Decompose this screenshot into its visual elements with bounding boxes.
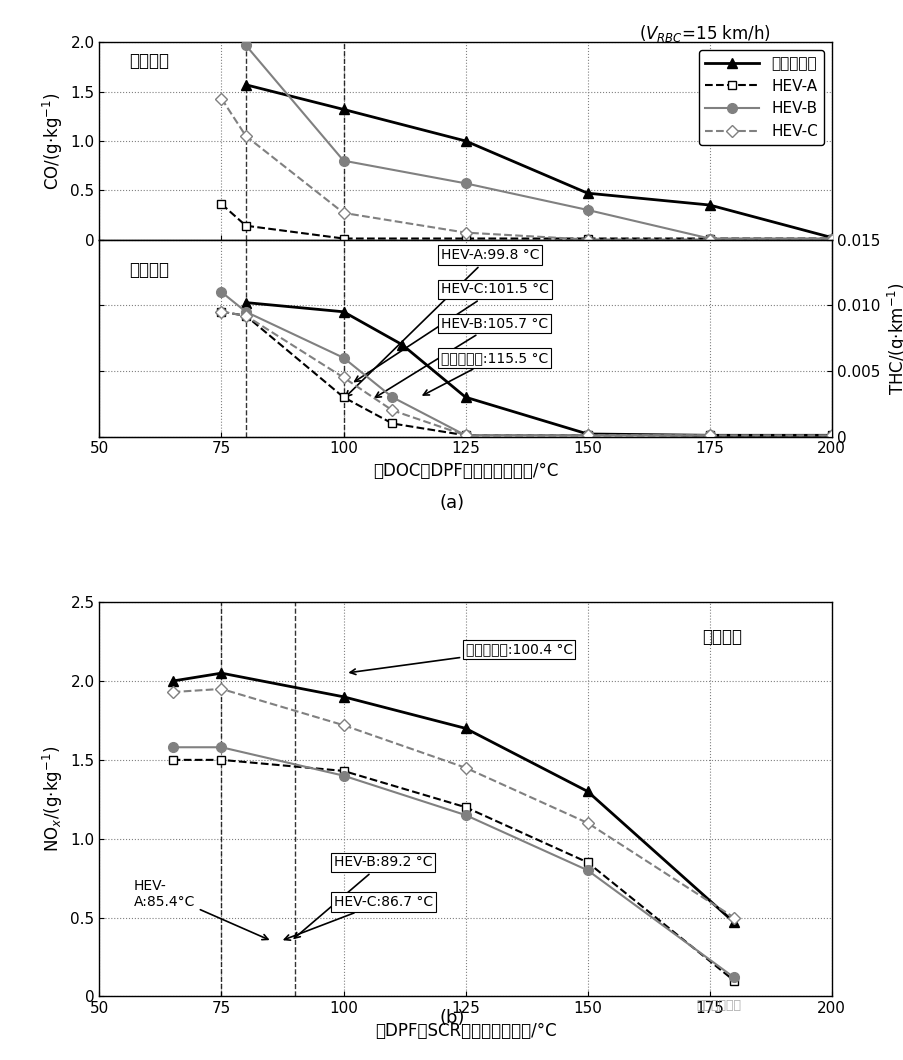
Text: 排气尾管: 排气尾管 (128, 261, 169, 279)
Text: 排气尾管: 排气尾管 (701, 628, 741, 646)
Text: HEV-
A:85.4°C: HEV- A:85.4°C (134, 879, 267, 939)
Text: ($V_{RBC}$=15 km/h): ($V_{RBC}$=15 km/h) (638, 23, 770, 45)
Y-axis label: NO$_x$/(g·kg$^{-1}$): NO$_x$/(g·kg$^{-1}$) (41, 746, 65, 852)
X-axis label: 从DOC到DPF的平均排气温度/°C: 从DOC到DPF的平均排气温度/°C (372, 462, 558, 480)
Text: 排气尾管: 排气尾管 (128, 52, 169, 70)
X-axis label: 从DPF到SCR的平均排气温度/°C: 从DPF到SCR的平均排气温度/°C (375, 1022, 555, 1040)
Y-axis label: CO/(g·kg$^{-1}$): CO/(g·kg$^{-1}$) (41, 92, 65, 190)
Text: HEV-C:101.5 °C: HEV-C:101.5 °C (354, 282, 548, 382)
Text: 汽车与新动力: 汽车与新动力 (695, 1000, 740, 1012)
Legend: 柴油机卡车, HEV-A, HEV-B, HEV-C: 柴油机卡车, HEV-A, HEV-B, HEV-C (699, 50, 824, 145)
Y-axis label: THC/(g·km$^{-1}$): THC/(g·km$^{-1}$) (885, 282, 903, 394)
Text: HEV-B:89.2 °C: HEV-B:89.2 °C (294, 855, 432, 938)
Text: (b): (b) (439, 1009, 464, 1026)
Text: (a): (a) (439, 495, 464, 512)
Text: 柴油机卡车:115.5 °C: 柴油机卡车:115.5 °C (423, 351, 548, 395)
Text: 柴油机卡车:100.4 °C: 柴油机卡车:100.4 °C (349, 642, 573, 674)
Text: HEV-A:99.8 °C: HEV-A:99.8 °C (346, 248, 539, 396)
Text: HEV-C:86.7 °C: HEV-C:86.7 °C (284, 895, 433, 940)
Text: HEV-B:105.7 °C: HEV-B:105.7 °C (375, 317, 548, 398)
